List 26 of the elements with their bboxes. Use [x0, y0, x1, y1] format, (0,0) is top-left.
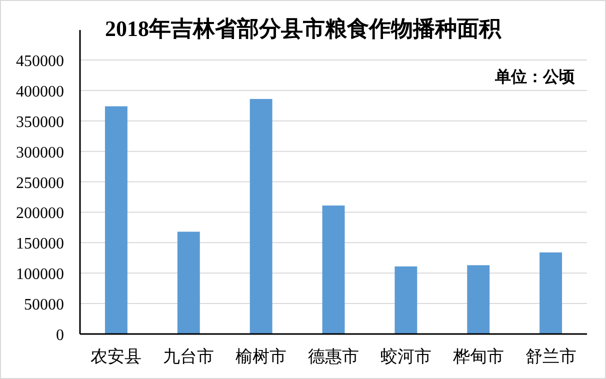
bar — [467, 265, 490, 334]
x-tick-label: 九台市 — [163, 347, 214, 366]
y-tick-label: 150000 — [16, 236, 64, 253]
y-tick-label: 0 — [56, 327, 64, 344]
y-tick-label: 200000 — [16, 205, 64, 222]
x-tick-label: 桦甸市 — [452, 347, 504, 366]
bar — [250, 98, 272, 334]
x-tick-label: 榆树市 — [236, 347, 287, 366]
y-tick-label: 250000 — [16, 174, 64, 192]
chart-title: 2018年吉林省部分县市粮食作物播种面积 — [105, 16, 502, 41]
x-tick-label: 舒兰市 — [525, 347, 576, 366]
x-tick-label: 农安县 — [90, 347, 142, 366]
annotation: 单位：公顷 — [494, 68, 575, 86]
bar — [540, 252, 562, 334]
y-tick-label: 350000 — [16, 114, 64, 131]
x-tick-label: 蛟河市 — [380, 347, 432, 366]
bar — [104, 106, 128, 334]
bar — [322, 206, 345, 334]
x-tick-label: 德惠市 — [308, 347, 359, 366]
y-tick-label: 450000 — [16, 53, 64, 70]
bar — [177, 232, 200, 334]
y-tick-label: 300000 — [16, 144, 64, 162]
y-tick-label: 100000 — [16, 266, 64, 284]
bar — [394, 266, 418, 334]
y-tick-label: 400000 — [16, 83, 64, 100]
y-tick-label: 50000 — [24, 296, 64, 314]
